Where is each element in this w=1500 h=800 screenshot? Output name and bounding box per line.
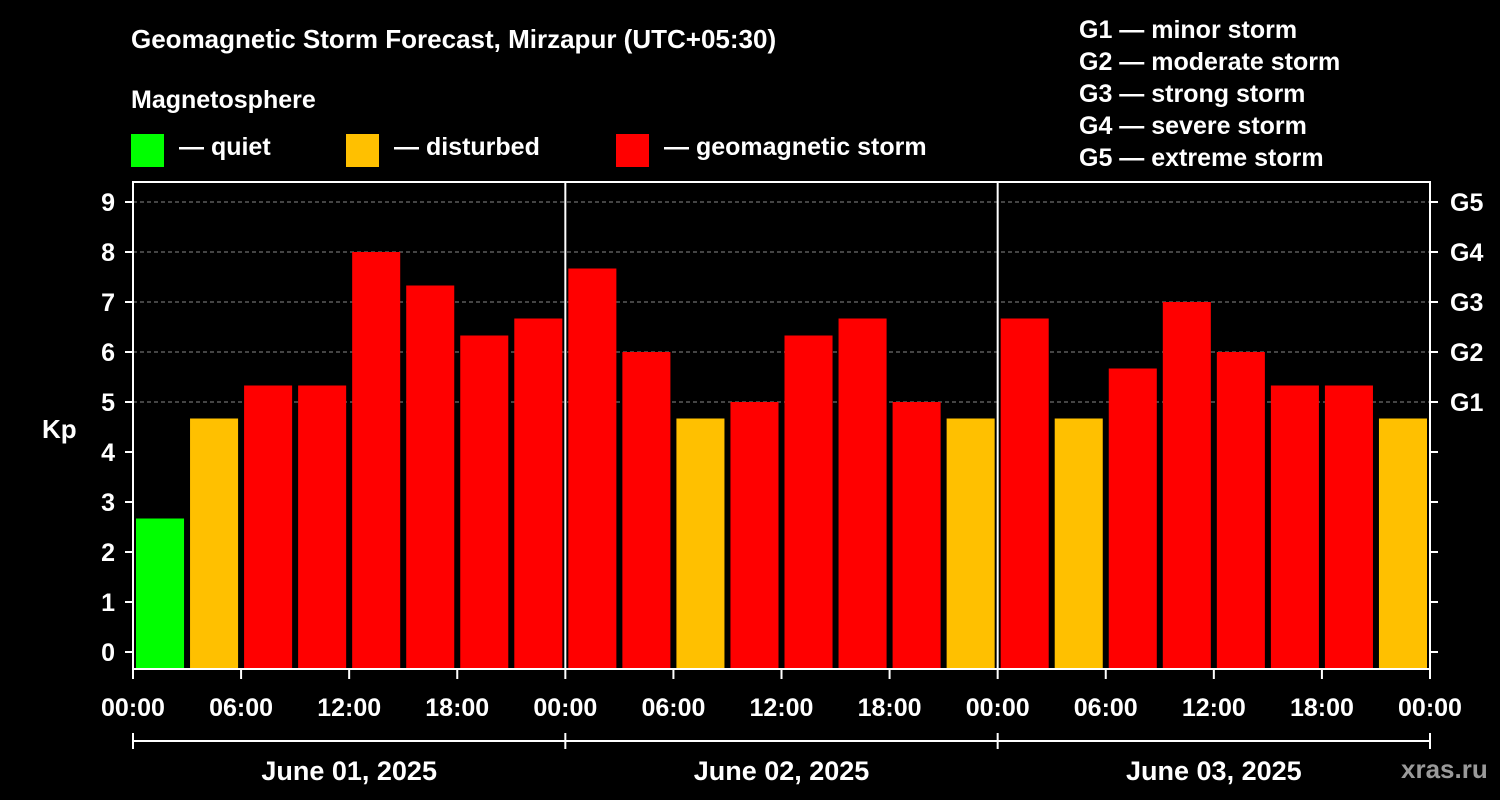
kp-bar — [676, 418, 725, 669]
kp-bar — [730, 402, 779, 669]
g-scale-g1: G1 — minor storm — [1079, 16, 1298, 44]
g-scale-legend: G1 — minor storm G2 — moderate storm G3 … — [1079, 14, 1340, 174]
g-level-label: G4 — [1450, 239, 1483, 267]
g-level-label: G5 — [1450, 189, 1483, 217]
legend-swatch-quiet — [131, 134, 164, 167]
legend-swatch-storm — [616, 134, 649, 167]
x-tick-label: 00:00 — [101, 694, 165, 722]
x-tick-label: 18:00 — [425, 694, 489, 722]
kp-bar — [1000, 318, 1049, 669]
x-tick-label: 06:00 — [1074, 694, 1138, 722]
kp-bar — [1054, 418, 1103, 669]
x-tick-label: 12:00 — [1182, 694, 1246, 722]
g-scale-g3: G3 — strong storm — [1079, 80, 1306, 108]
day-label: June 02, 2025 — [694, 756, 870, 786]
kp-bar — [244, 385, 293, 669]
y-tick-label: 8 — [101, 239, 115, 267]
x-tick-label: 12:00 — [750, 694, 814, 722]
kp-bar — [514, 318, 563, 669]
g-scale-g2: G2 — moderate storm — [1079, 48, 1341, 76]
kp-bar — [1108, 368, 1157, 669]
x-tick-label: 18:00 — [858, 694, 922, 722]
kp-bar — [352, 252, 401, 669]
y-tick-label: 3 — [101, 489, 115, 517]
legend-label-quiet: — quiet — [179, 133, 271, 161]
y-axis-label: Kp — [42, 414, 77, 444]
kp-bar — [136, 518, 185, 669]
x-tick-label: 06:00 — [641, 694, 705, 722]
legend-swatch-disturbed — [346, 134, 379, 167]
x-tick-label: 06:00 — [209, 694, 273, 722]
x-tick-label: 00:00 — [533, 694, 597, 722]
x-tick-label: 00:00 — [966, 694, 1030, 722]
y-tick-label: 0 — [101, 639, 115, 667]
day-label: June 03, 2025 — [1126, 756, 1302, 786]
g-level-label: G2 — [1450, 339, 1483, 367]
kp-bar — [406, 285, 455, 669]
kp-bar — [568, 268, 617, 669]
y-tick-label: 5 — [101, 389, 115, 417]
kp-bar — [1270, 385, 1319, 669]
x-tick-label: 00:00 — [1398, 694, 1462, 722]
g-scale-g4: G4 — severe storm — [1079, 112, 1307, 140]
legend-label-disturbed: — disturbed — [394, 133, 540, 161]
y-tick-label: 7 — [101, 289, 115, 317]
legend-label-storm: — geomagnetic storm — [664, 133, 927, 161]
watermark: xras.ru — [1401, 754, 1488, 784]
g-scale-g5: G5 — extreme storm — [1079, 144, 1324, 172]
kp-bar — [1378, 418, 1427, 669]
y-tick-label: 2 — [101, 539, 115, 567]
x-tick-label: 12:00 — [317, 694, 381, 722]
chart-title: Geomagnetic Storm Forecast, Mirzapur (UT… — [131, 24, 777, 54]
kp-bar — [892, 402, 941, 669]
kp-bar — [622, 352, 671, 669]
kp-bar — [1216, 352, 1265, 669]
kp-bar — [1162, 302, 1211, 669]
y-tick-label: 4 — [101, 439, 115, 467]
kp-bar — [946, 418, 995, 669]
kp-bar — [784, 335, 833, 669]
g-level-label: G1 — [1450, 389, 1483, 417]
y-tick-label: 9 — [101, 189, 115, 217]
kp-bar — [1324, 385, 1373, 669]
day-label: June 01, 2025 — [261, 756, 437, 786]
kp-bar — [460, 335, 509, 669]
kp-bar — [838, 318, 887, 669]
kp-bar — [298, 385, 347, 669]
y-tick-label: 6 — [101, 339, 115, 367]
x-tick-label: 18:00 — [1290, 694, 1354, 722]
g-level-label: G3 — [1450, 289, 1483, 317]
kp-bar — [190, 418, 239, 669]
magnetosphere-title: Magnetosphere — [131, 86, 316, 114]
y-tick-label: 1 — [101, 589, 115, 617]
